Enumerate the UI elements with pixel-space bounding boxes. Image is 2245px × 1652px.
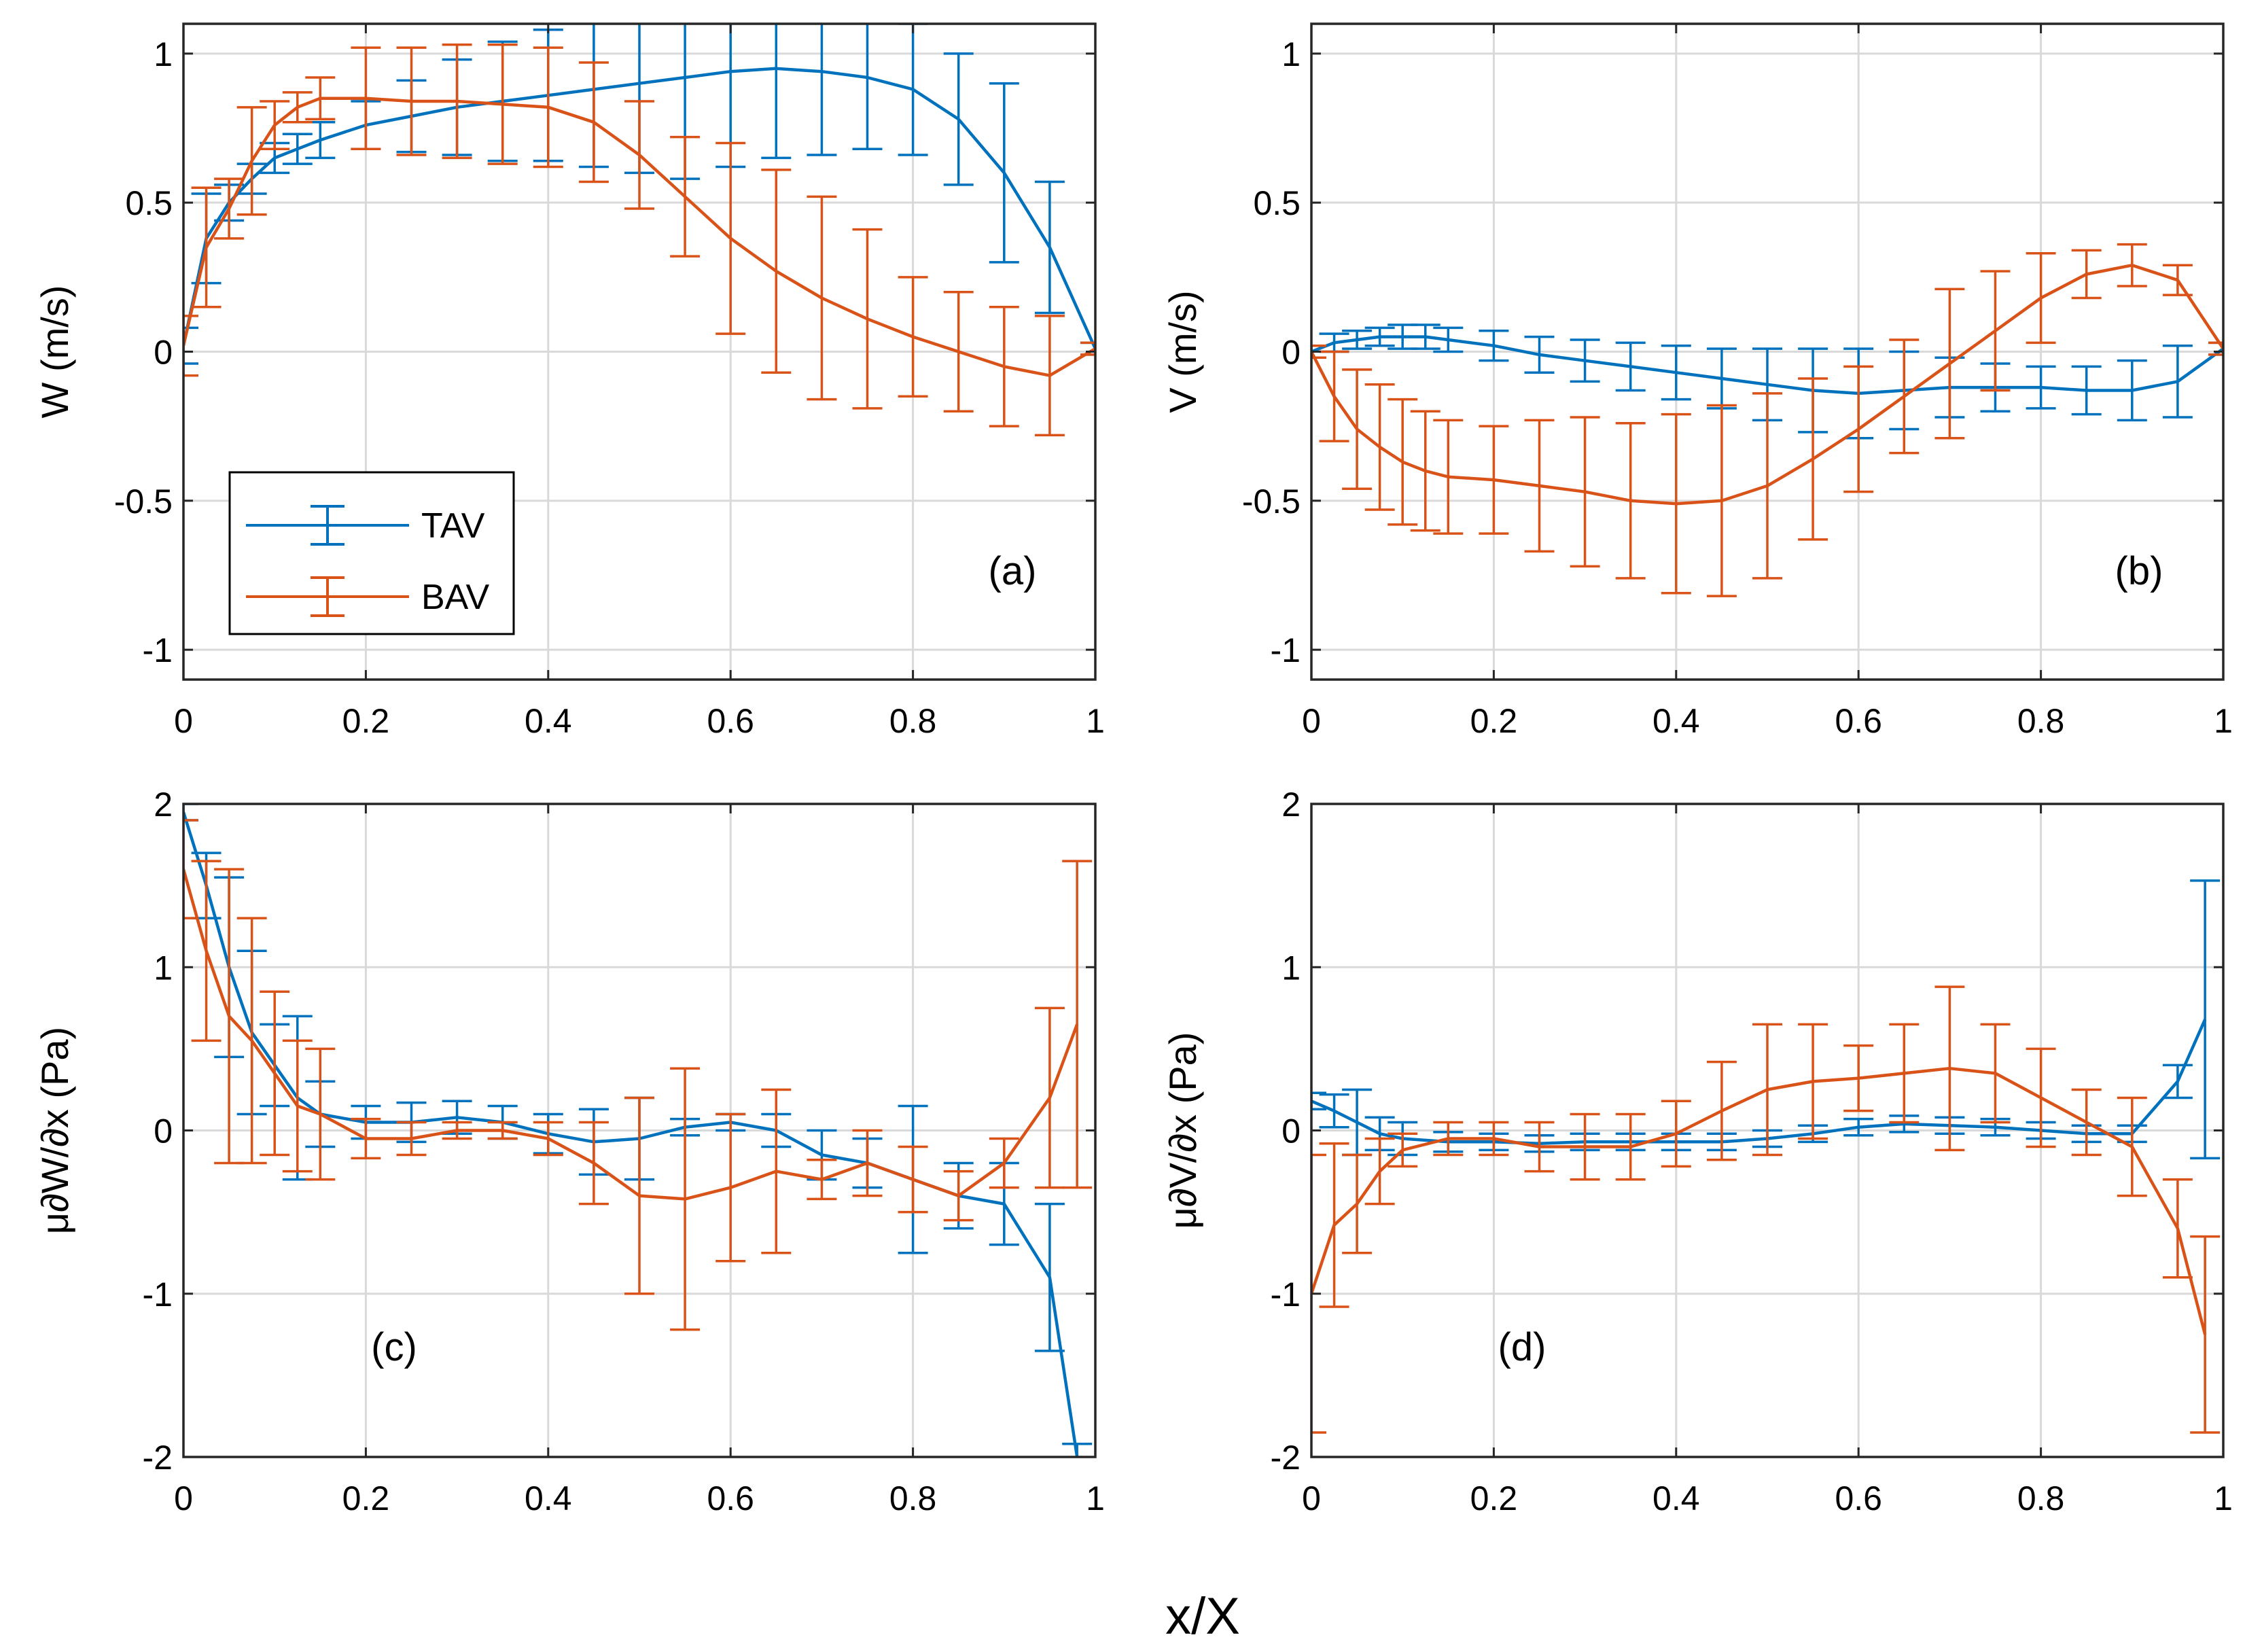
y-tick-label-c-1: -1 bbox=[143, 1276, 173, 1314]
legend-entry-bav: BAV bbox=[246, 576, 490, 617]
x-tick-label-c-4: 0.8 bbox=[889, 1479, 937, 1517]
x-tick-label-a-3: 0.6 bbox=[707, 702, 754, 740]
errorbar-bav-b-23 bbox=[2208, 341, 2223, 356]
figure-x-axis-label: x/X bbox=[1165, 1587, 1240, 1645]
y-tick-label-d-4: 2 bbox=[1281, 786, 1301, 824]
panel-b-v-velocity: 0 0.2 0.4 0.6 0.8 1 -1 -0.5 0 0.5 1 V (m/s) (b) bbox=[1161, 22, 2233, 740]
x-tick-label-c-2: 0.4 bbox=[525, 1479, 572, 1517]
x-tick-label-c-3: 0.6 bbox=[707, 1479, 754, 1517]
errorbar-bav-d-0 bbox=[1311, 1153, 1326, 1434]
legend-label-bav: BAV bbox=[421, 578, 490, 617]
series-line-bav-b bbox=[1311, 264, 2223, 506]
x-tick-label-a-4: 0.8 bbox=[889, 702, 937, 740]
errorbar-bav-a-0 bbox=[183, 315, 198, 377]
y-tick-label-b-2: 0 bbox=[1281, 334, 1301, 372]
y-tick-label-a-3: 0.5 bbox=[125, 184, 173, 222]
panel-tag-c: (c) bbox=[371, 1325, 417, 1369]
x-tick-label-d-0: 0 bbox=[1302, 1479, 1321, 1517]
panel-a-w-velocity: 0 0.2 0.4 0.6 0.8 1 -1 -0.5 0 0.5 1 W (m/s) (a) bbox=[33, 22, 1105, 740]
errorbar-tav-a-0 bbox=[183, 326, 198, 365]
y-tick-label-b-4: 1 bbox=[1281, 35, 1301, 73]
y-axis-label-a: W (m/s) bbox=[33, 285, 76, 419]
legend-box bbox=[228, 471, 515, 635]
legend-entry-tav: TAV bbox=[246, 505, 485, 546]
series-bav-b bbox=[1311, 243, 2223, 597]
x-tick-label-d-4: 0.8 bbox=[2017, 1479, 2065, 1517]
panel-tag-a: (a) bbox=[989, 549, 1037, 593]
x-tick-label-b-4: 0.8 bbox=[2017, 702, 2065, 740]
y-tick-label-d-3: 1 bbox=[1281, 949, 1301, 987]
errorbar-tav-d-0 bbox=[1311, 1091, 1326, 1111]
y-tick-label-a-4: 1 bbox=[154, 35, 173, 73]
legend: TAV BAV bbox=[228, 471, 515, 635]
panel-c-w-shear: 0 0.2 0.4 0.6 0.8 1 -2 -1 0 1 2 μ∂W/∂x (Pa) (c) bbox=[33, 786, 1105, 1517]
x-tick-label-d-1: 0.2 bbox=[1470, 1479, 1518, 1517]
y-tick-label-a-1: -0.5 bbox=[114, 482, 173, 521]
series-group-b bbox=[1311, 243, 2223, 597]
legend-label-tav: TAV bbox=[421, 506, 485, 546]
errorbar-bav-b-0 bbox=[1311, 344, 1326, 359]
x-tick-label-b-5: 1 bbox=[2214, 702, 2233, 740]
x-tick-label-b-1: 0.2 bbox=[1470, 702, 1518, 740]
y-tick-label-c-3: 1 bbox=[154, 949, 173, 987]
series-bav-d bbox=[1311, 985, 2221, 1434]
series-line-tav-b bbox=[1311, 335, 2223, 396]
x-tick-label-c-5: 1 bbox=[1086, 1479, 1105, 1517]
x-tick-label-a-1: 0.2 bbox=[342, 702, 390, 740]
y-tick-label-c-4: 2 bbox=[154, 786, 173, 824]
series-line-bav-a bbox=[183, 96, 1095, 377]
x-tick-label-d-2: 0.4 bbox=[1652, 1479, 1700, 1517]
y-tick-label-c-0: -2 bbox=[143, 1439, 173, 1477]
series-group-d bbox=[1311, 879, 2221, 1434]
y-tick-label-a-2: 0 bbox=[154, 334, 173, 372]
errorbar-bav-d-22 bbox=[2190, 1235, 2221, 1434]
y-tick-label-d-2: 0 bbox=[1281, 1112, 1301, 1150]
x-tick-label-a-0: 0 bbox=[174, 702, 193, 740]
panel-tag-b: (b) bbox=[2115, 549, 2163, 593]
errorbar-bav-c-0 bbox=[183, 819, 198, 919]
y-tick-label-a-0: -1 bbox=[143, 631, 173, 669]
y-tick-label-d-1: -1 bbox=[1271, 1276, 1301, 1314]
y-axis-label-c: μ∂W/∂x (Pa) bbox=[33, 1027, 76, 1234]
y-tick-label-b-3: 0.5 bbox=[1253, 184, 1301, 222]
x-tick-label-b-3: 0.6 bbox=[1835, 702, 1882, 740]
series-bav-a bbox=[183, 43, 1095, 437]
y-tick-label-c-2: 0 bbox=[154, 1112, 173, 1150]
series-group-a bbox=[183, 24, 1095, 437]
series-line-bav-c bbox=[183, 868, 1079, 1201]
panel-d-v-shear: 0 0.2 0.4 0.6 0.8 1 -2 -1 0 1 2 μ∂V/∂x (Pa) (d) bbox=[1161, 786, 2233, 1517]
y-tick-label-d-0: -2 bbox=[1271, 1439, 1301, 1477]
x-tick-label-c-0: 0 bbox=[174, 1479, 193, 1517]
y-axis-label-d: μ∂V/∂x (Pa) bbox=[1161, 1032, 1204, 1229]
panel-tag-d: (d) bbox=[1498, 1325, 1546, 1369]
x-tick-label-a-2: 0.4 bbox=[525, 702, 572, 740]
y-tick-label-b-1: -0.5 bbox=[1242, 482, 1301, 521]
series-group-c bbox=[183, 804, 1093, 1457]
y-tick-label-b-0: -1 bbox=[1271, 631, 1301, 669]
series-bav-c bbox=[183, 819, 1093, 1331]
series-line-bav-d bbox=[1311, 1066, 2207, 1335]
x-tick-label-c-1: 0.2 bbox=[342, 1479, 390, 1517]
x-tick-label-b-0: 0 bbox=[1302, 702, 1321, 740]
x-tick-label-d-5: 1 bbox=[2214, 1479, 2233, 1517]
x-tick-label-a-5: 1 bbox=[1086, 702, 1105, 740]
x-tick-label-b-2: 0.4 bbox=[1652, 702, 1700, 740]
y-axis-label-b: V (m/s) bbox=[1161, 290, 1204, 412]
x-tick-label-d-3: 0.6 bbox=[1835, 1479, 1882, 1517]
series-line-tav-a bbox=[183, 67, 1095, 350]
